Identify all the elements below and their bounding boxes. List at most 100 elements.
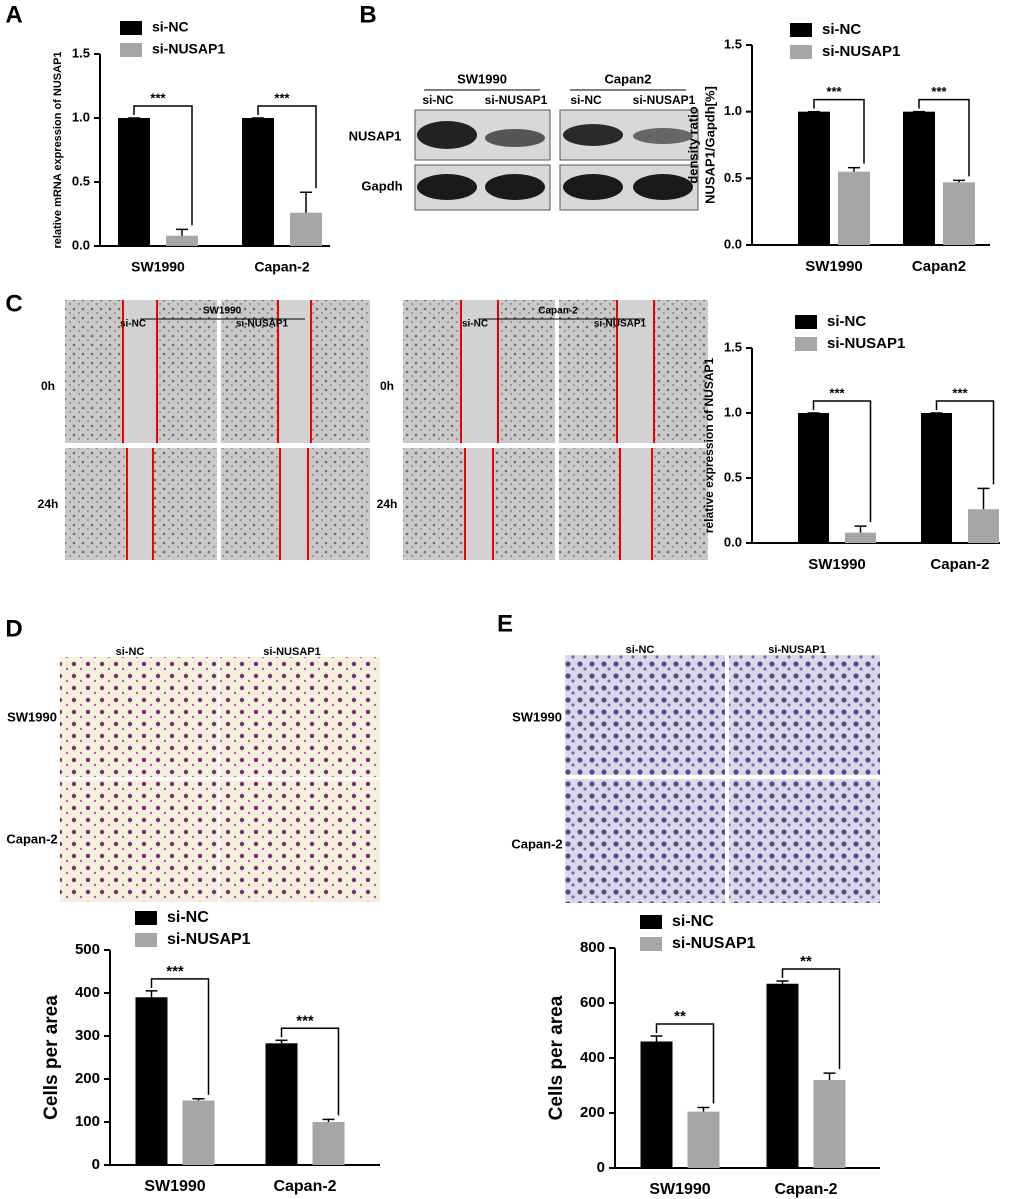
bar <box>242 118 274 246</box>
blot-group-label: SW1990 <box>457 71 507 86</box>
significance-bracket <box>781 968 841 1070</box>
legend-label: si-NC <box>672 913 714 930</box>
legend-label: si-NC <box>167 909 209 926</box>
row-label: SW1990 <box>512 709 562 724</box>
panel-letter: A <box>5 1 22 28</box>
legend-swatch <box>795 315 817 329</box>
legend-swatch <box>135 933 157 947</box>
significance-bracket <box>813 98 865 164</box>
y-axis-label: relative expression of NUSAP1 <box>702 357 716 533</box>
x-tick-label: Capan2 <box>912 258 966 275</box>
legend-swatch <box>790 45 812 59</box>
bar <box>687 1111 720 1168</box>
x-tick-label: Capan-2 <box>273 1178 336 1195</box>
x-tick-label: Capan-2 <box>254 259 309 275</box>
significance-label: *** <box>166 963 184 980</box>
blot-images <box>414 109 699 211</box>
y-axis-label: relative mRNA expression of NUSAP1 <box>52 51 64 248</box>
lane-label: si-NC <box>120 319 146 330</box>
legend-label: si-NUSAP1 <box>672 935 756 952</box>
legend-label: si-NC <box>152 19 189 35</box>
legend-swatch <box>640 937 662 951</box>
row-label: SW1990 <box>7 709 57 724</box>
y-tick-label: 0 <box>597 1159 605 1176</box>
y-tick-label: 1.5 <box>724 36 742 51</box>
lane-label: si-NUSAP1 <box>485 93 548 107</box>
y-tick-label: 1.0 <box>724 103 742 118</box>
y-tick-label: 100 <box>75 1113 100 1130</box>
row-label: Capan-2 <box>6 831 57 846</box>
legend-swatch <box>790 23 812 37</box>
x-tick-label: Capan-2 <box>774 1181 837 1198</box>
x-tick-label: SW1990 <box>144 1178 205 1195</box>
significance-bracket <box>655 1023 715 1104</box>
time-label: 0h <box>380 379 394 393</box>
bar <box>798 111 830 246</box>
y-tick-label: 500 <box>75 941 100 958</box>
legend-swatch <box>135 911 157 925</box>
y-tick-label: 1.0 <box>72 109 90 124</box>
significance-bracket <box>280 1027 340 1116</box>
legend-swatch <box>120 43 142 57</box>
legend-swatch <box>795 337 817 351</box>
wound-images <box>65 300 708 560</box>
wound-group-label: Capan-2 <box>538 306 578 317</box>
lane-label: si-NUSAP1 <box>633 93 696 107</box>
column-label: si-NC <box>116 646 145 658</box>
significance-label: *** <box>274 90 290 105</box>
bar <box>921 413 952 543</box>
bar <box>118 118 150 246</box>
y-axis-label: Cells per area <box>41 995 62 1120</box>
legend-label: si-NUSAP1 <box>167 931 251 948</box>
significance-label: ** <box>674 1008 686 1025</box>
bar <box>813 1080 846 1168</box>
lane-label: si-NC <box>422 93 454 107</box>
bar <box>182 1100 215 1165</box>
y-tick-label: 0.5 <box>724 170 742 185</box>
bar <box>845 532 876 543</box>
lane-label: si-NUSAP1 <box>594 319 647 330</box>
y-tick-label: 0.0 <box>724 236 742 251</box>
y-axis-label: density ratio <box>685 106 700 183</box>
significance-label: *** <box>931 84 947 99</box>
significance-bracket <box>918 98 970 177</box>
x-tick-label: SW1990 <box>808 556 866 573</box>
blot-row-label: NUSAP1 <box>349 128 402 143</box>
y-tick-label: 1.5 <box>724 339 742 354</box>
legend-swatch <box>640 915 662 929</box>
legend-label: si-NC <box>822 21 861 38</box>
y-tick-label: 1.0 <box>724 404 742 419</box>
bar <box>135 997 168 1165</box>
legend-label: si-NC <box>827 313 866 330</box>
legend-label: si-NUSAP1 <box>827 335 905 352</box>
lane-label: si-NUSAP1 <box>236 319 289 330</box>
panel-letter: D <box>5 615 22 642</box>
x-tick-label: Capan-2 <box>930 556 989 573</box>
column-label: si-NUSAP1 <box>768 644 825 656</box>
significance-label: *** <box>829 385 845 400</box>
significance-bracket <box>150 978 210 1095</box>
legend-swatch <box>120 21 142 35</box>
significance-bracket <box>133 105 193 226</box>
panel-letter: C <box>5 290 22 317</box>
significance-label: *** <box>296 1012 314 1029</box>
transwell-images <box>60 655 880 903</box>
significance-label: *** <box>952 385 968 400</box>
y-tick-label: 0 <box>92 1156 100 1173</box>
x-tick-label: SW1990 <box>131 259 185 275</box>
y-tick-label: 300 <box>75 1027 100 1044</box>
time-label: 24h <box>38 497 59 511</box>
legend-label: si-NUSAP1 <box>152 41 225 57</box>
bar <box>265 1043 298 1165</box>
lane-label: si-NC <box>462 319 488 330</box>
y-tick-label: 0.5 <box>724 469 742 484</box>
wound-group-label: SW1990 <box>203 306 242 317</box>
y-axis-label: NUSAP1/Gapdh[%] <box>702 86 717 204</box>
bar <box>766 983 799 1168</box>
blot-row-label: Gapdh <box>361 178 402 193</box>
bar <box>838 171 870 245</box>
y-tick-label: 0.0 <box>72 237 90 252</box>
significance-label: *** <box>826 84 842 99</box>
bar <box>166 235 198 246</box>
